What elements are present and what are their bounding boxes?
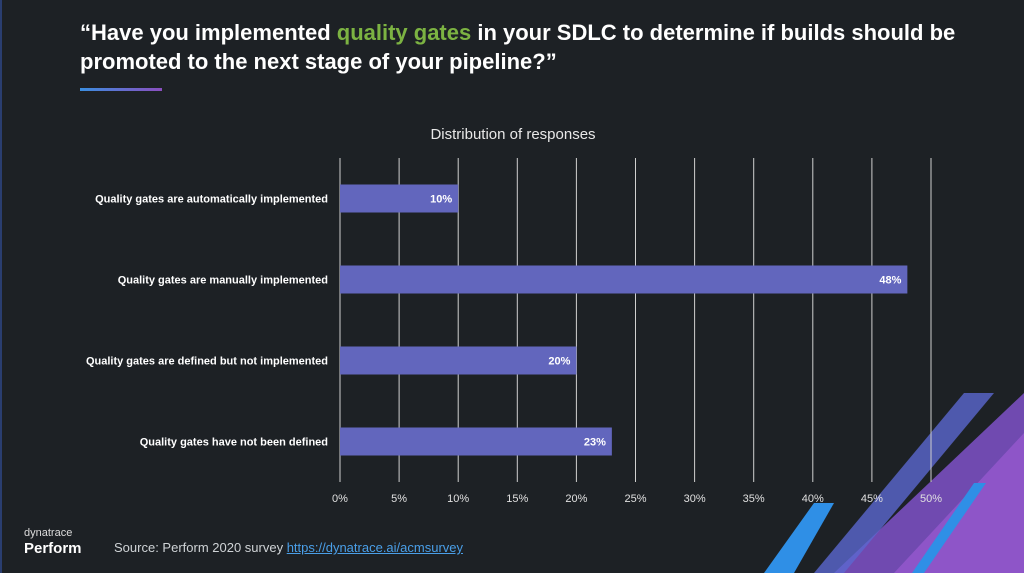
source-note: Source: Perform 2020 survey https://dyna… xyxy=(114,540,463,555)
bar xyxy=(340,346,577,375)
title-underline xyxy=(80,88,162,91)
x-tick-label: 30% xyxy=(684,493,706,505)
x-tick-label: 10% xyxy=(447,493,469,505)
title-highlight: quality gates xyxy=(336,20,472,45)
perform-logo: Perform xyxy=(24,540,82,557)
x-tick-label: 40% xyxy=(802,493,824,505)
source-label: Source: Perform 2020 survey xyxy=(114,540,287,555)
title-text-end: in your SDLC to determine if builds shou… xyxy=(80,20,956,74)
source-link[interactable]: https://dynatrace.ai/acmsurvey xyxy=(286,540,464,555)
x-tick-label: 50% xyxy=(920,493,942,505)
bar-value-label: 23% xyxy=(584,437,606,449)
x-tick-label: 15% xyxy=(506,493,528,505)
bar xyxy=(340,265,908,294)
title-text: “Have you implemented xyxy=(80,20,337,45)
slide-title: “Have you implemented quality gates in y… xyxy=(80,18,960,76)
dynatrace-logo: dynatrace xyxy=(24,527,73,539)
decorative-stripes xyxy=(764,393,1024,573)
bar-value-label: 48% xyxy=(879,275,901,287)
x-tick-label: 5% xyxy=(391,493,407,505)
category-label: Quality gates are defined but not implem… xyxy=(86,356,328,368)
slide-edge xyxy=(0,0,2,573)
bar-value-label: 20% xyxy=(548,356,570,368)
bar-value-label: 10% xyxy=(430,194,452,206)
chart-title: Distribution of responses xyxy=(430,126,596,143)
x-tick-label: 0% xyxy=(332,493,348,505)
x-tick-label: 45% xyxy=(861,493,883,505)
x-tick-label: 35% xyxy=(743,493,765,505)
x-tick-label: 25% xyxy=(624,493,646,505)
bar xyxy=(340,184,459,213)
x-tick-label: 20% xyxy=(565,493,587,505)
category-label: Quality gates are manually implemented xyxy=(118,275,328,287)
bar xyxy=(340,427,612,456)
category-label: Quality gates are automatically implemen… xyxy=(95,194,328,206)
category-label: Quality gates have not been defined xyxy=(140,437,328,449)
